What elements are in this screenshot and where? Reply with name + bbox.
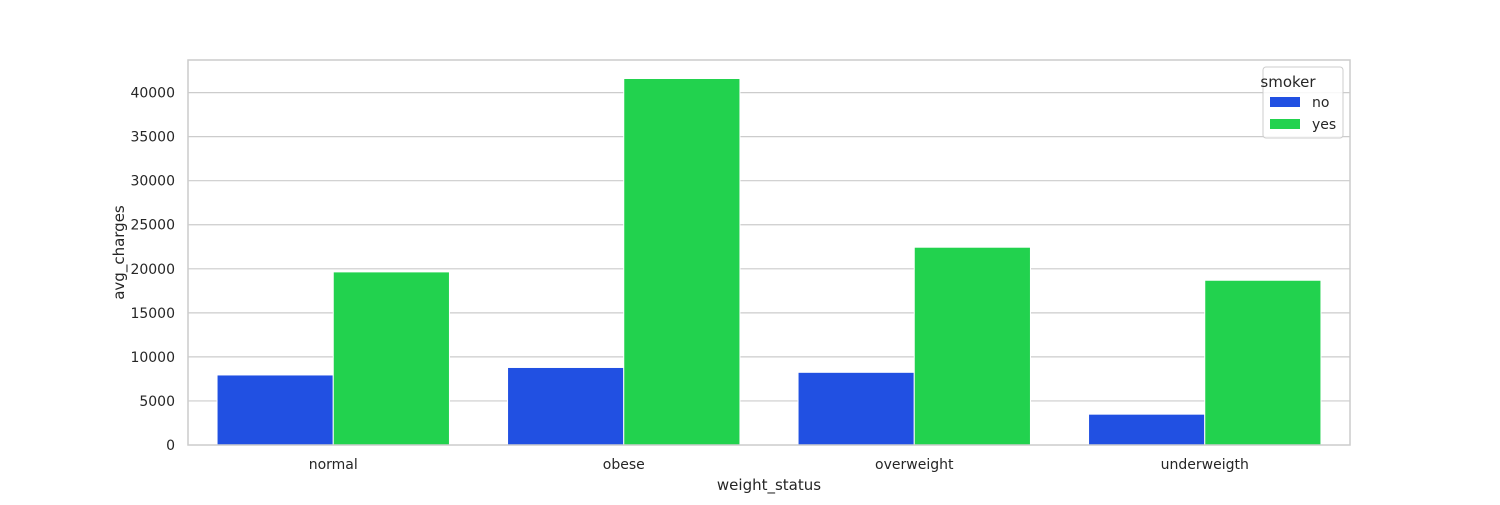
bar-normal-yes — [332, 271, 450, 446]
bars — [216, 78, 1322, 446]
x-tick-label: normal — [309, 457, 358, 473]
legend-title: smoker — [1260, 73, 1316, 91]
bar-normal-no — [216, 374, 334, 446]
gridlines — [188, 91, 1350, 402]
y-tick-label: 20000 — [130, 262, 175, 278]
bar-obese-yes — [623, 78, 741, 446]
plot-frame — [187, 59, 1351, 446]
bar-underweigth-no — [1088, 413, 1206, 446]
y-tick-label: 35000 — [130, 130, 175, 146]
bar-underweigth-yes — [1204, 279, 1322, 446]
x-tick-label: overweight — [875, 457, 954, 473]
x-tick-label: underweigth — [1161, 457, 1249, 473]
bar-obese-no — [507, 366, 625, 446]
x-tick-label: obese — [603, 457, 645, 473]
legend-label-no: no — [1312, 95, 1329, 111]
legend: smoker no yes — [1260, 66, 1344, 139]
legend-swatch-yes — [1270, 119, 1300, 129]
y-axis-label: avg_charges — [110, 205, 129, 300]
legend-swatch-no — [1270, 97, 1300, 107]
x-axis-label: weight_status — [717, 476, 821, 495]
bar-overweight-no — [797, 371, 915, 446]
y-tick-label: 0 — [166, 438, 175, 454]
y-tick-label: 30000 — [130, 174, 175, 190]
bar-overweight-yes — [913, 246, 1031, 446]
y-tick-label: 10000 — [130, 350, 175, 366]
x-axis-ticks: normal obese overweight underweigth — [309, 457, 1249, 473]
y-tick-label: 40000 — [130, 86, 175, 102]
legend-label-yes: yes — [1312, 117, 1336, 133]
y-tick-label: 25000 — [130, 218, 175, 234]
y-tick-label: 15000 — [130, 306, 175, 322]
y-tick-label: 5000 — [139, 394, 175, 410]
y-axis-ticks: 0 5000 10000 15000 20000 25000 30000 35000 40000 — [130, 86, 175, 454]
